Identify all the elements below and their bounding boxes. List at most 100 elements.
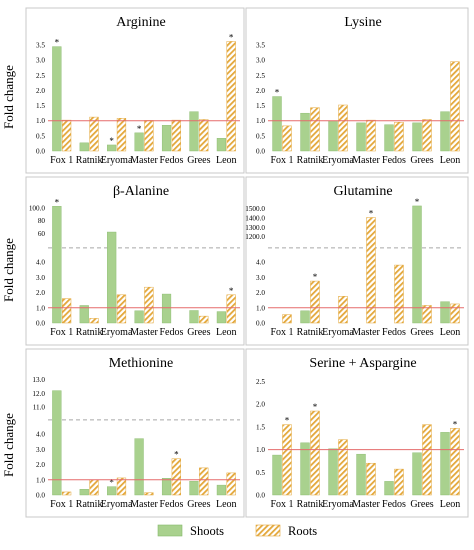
bar-shoots (356, 122, 366, 152)
bar-roots (338, 439, 348, 496)
bar-shoots (107, 231, 117, 324)
bar-roots (310, 280, 320, 324)
panel-methionine: Methionine 0.0 1.0 2.0 3.0 4.0 11.0 12.0 13.0 Fox… (25, 348, 245, 518)
y-tick-label: 4.0 (36, 259, 45, 267)
bar-shoots (216, 311, 226, 324)
category-label: Eryoma (322, 155, 354, 166)
category-label: Master (130, 499, 158, 510)
category-label: Ratnik (297, 155, 324, 166)
category-label: Ratnik (297, 327, 324, 338)
y-tick-label: 3.5 (256, 42, 265, 50)
bar-roots (61, 491, 72, 496)
category-label: Leon (216, 499, 237, 510)
y-tick-label: 3.0 (36, 274, 45, 282)
bar-shoots (412, 122, 422, 152)
y-tick-label: 3.0 (256, 57, 265, 65)
y-tick-label: 2.5 (256, 72, 265, 80)
panel-lysine: Lysine 0.0 0.5 1.0 1.5 2.0 2.5 3.0 3.5 * Fox 1 Ratn… (245, 7, 469, 174)
y-tick-label: 11.0 (33, 403, 46, 411)
bar-roots (226, 294, 236, 324)
category-label: Ratnik (76, 327, 103, 338)
y-tick-label: 1.0 (36, 476, 45, 484)
bar-shoots (384, 481, 394, 496)
category-label: Leon (440, 499, 461, 510)
bar-shoots (328, 120, 338, 152)
category-label: Ratnik (76, 499, 103, 510)
category-label: Grees (410, 155, 433, 166)
panel-serine-aspargine: Serine + Aspargine 0.0 0.5 1.0 1.5 2.0 2.5 * Fox… (245, 348, 469, 518)
y-tick-label: 1.0 (36, 304, 45, 312)
y-tick-label: 1.0 (256, 117, 265, 125)
panel-title: Arginine (116, 15, 166, 30)
bar-shoots (300, 442, 310, 496)
bar-roots (226, 472, 236, 496)
bar-roots (89, 318, 99, 324)
significance-marker: * (137, 124, 142, 134)
bar-shoots (384, 124, 394, 152)
bar-shoots (272, 96, 282, 152)
category-label: Master (130, 327, 158, 338)
category-label: Fedos (159, 499, 183, 510)
bar-shoots (300, 310, 310, 324)
bar-roots (422, 424, 432, 496)
bar-shoots (52, 390, 62, 496)
bar-shoots (134, 438, 144, 496)
legend: Shoots Roots (157, 524, 317, 538)
bar-shoots (161, 293, 172, 324)
category-label: Grees (187, 499, 210, 510)
y-tick-label: 0.5 (256, 132, 265, 140)
category-label: Master (352, 155, 380, 166)
category-label: Master (130, 155, 158, 166)
y-tick-label: 80 (38, 217, 46, 225)
y-tick-label: 3.5 (36, 42, 45, 50)
y-axis-label-middle: Fold change (1, 238, 16, 302)
bar-shoots (161, 125, 172, 152)
y-tick-label: 0.0 (36, 492, 45, 500)
bar-roots (282, 125, 292, 152)
bar-shoots (52, 46, 62, 152)
bar-roots (282, 424, 292, 496)
legend-swatch-roots (255, 524, 281, 537)
bar-roots (171, 119, 181, 152)
category-label: Fedos (382, 327, 406, 338)
category-label: Fox 1 (50, 499, 73, 510)
bar-roots (422, 305, 432, 324)
bar-roots (89, 479, 99, 496)
bar-roots (199, 467, 209, 496)
y-tick-label: 3.0 (36, 446, 45, 454)
category-label: Grees (187, 327, 210, 338)
panel-frame (245, 176, 469, 346)
bar-shoots (107, 144, 117, 152)
bar-roots (144, 286, 154, 324)
bar-shoots (134, 132, 144, 152)
bar-roots (422, 119, 432, 152)
category-label: Eryoma (322, 327, 354, 338)
bar-roots (144, 492, 154, 496)
significance-marker: * (174, 450, 179, 460)
legend-label-roots: Roots (288, 524, 317, 538)
y-tick-label: 1500.0 (245, 205, 265, 213)
panel-title: Serine + Aspargine (309, 356, 416, 371)
bar-roots (450, 303, 460, 324)
bar-shoots (161, 478, 172, 496)
legend-label-shoots: Shoots (190, 524, 224, 538)
category-label: Leon (216, 327, 237, 338)
y-axis-labels: Fold change Fold change Fold change (1, 65, 16, 477)
bar-shoots (79, 489, 89, 496)
y-tick-label: 1400.0 (245, 214, 265, 222)
category-label: Fox 1 (270, 499, 293, 510)
category-label: Eryoma (322, 499, 354, 510)
bar-shoots (216, 484, 226, 496)
y-tick-label: 0.0 (256, 148, 265, 156)
significance-marker: * (285, 416, 290, 426)
bar-roots (282, 314, 292, 324)
significance-marker: * (109, 478, 114, 488)
bar-shoots (189, 481, 199, 496)
y-tick-label: 12.0 (32, 390, 45, 398)
y-tick-label: 1300.0 (245, 224, 265, 232)
panel-title: β-Alanine (113, 184, 169, 199)
bar-roots (450, 61, 460, 152)
